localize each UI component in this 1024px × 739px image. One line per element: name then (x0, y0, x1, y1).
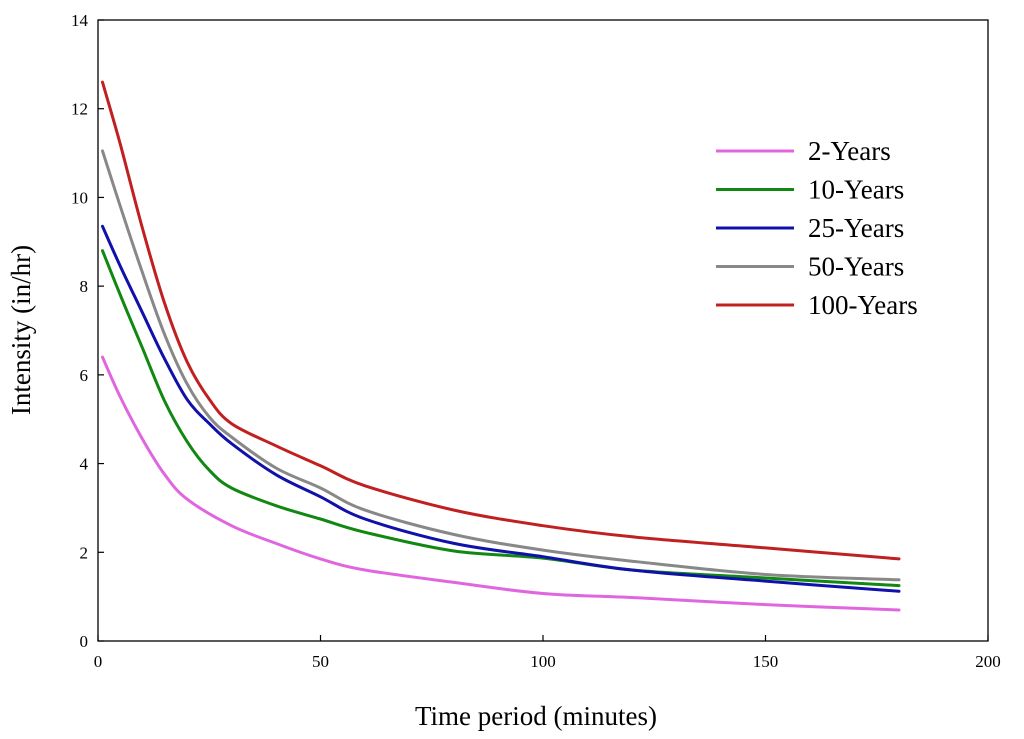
y-tick-label: 12 (71, 100, 88, 119)
series-line-25-years (101, 224, 901, 593)
series-lines (101, 80, 901, 612)
x-axis-title: Time period (minutes) (415, 701, 657, 731)
y-axis: 0 2 4 6 8 10 12 14 (71, 11, 104, 651)
x-axis: 0 50 100 150 200 (94, 635, 1001, 671)
legend: 2-Years 10-Years 25-Years 50-Years 100-Years (716, 136, 918, 320)
legend-label: 10-Years (808, 175, 904, 205)
y-axis-title: Intensity (in/hr) (6, 245, 36, 415)
x-tick-label: 150 (753, 652, 779, 671)
series-line-2-years (101, 355, 901, 612)
y-tick-label: 2 (80, 543, 89, 562)
y-tick-label: 8 (80, 277, 89, 296)
x-tick-label: 100 (530, 652, 556, 671)
y-tick-label: 4 (80, 455, 89, 474)
y-tick-label: 6 (80, 366, 89, 385)
x-tick-label: 0 (94, 652, 103, 671)
x-tick-label: 50 (312, 652, 329, 671)
series-line-50-years (101, 149, 901, 582)
series-line-10-years (101, 249, 901, 588)
plot-frame (97, 19, 989, 642)
legend-label: 100-Years (808, 290, 918, 320)
y-tick-label: 0 (80, 632, 89, 651)
legend-label: 50-Years (808, 252, 904, 282)
y-tick-label: 14 (71, 11, 89, 30)
y-tick-label: 10 (71, 188, 88, 207)
series-line-100-years (101, 80, 901, 561)
x-tick-label: 200 (975, 652, 1001, 671)
legend-label: 2-Years (808, 136, 891, 166)
legend-label: 25-Years (808, 213, 904, 243)
